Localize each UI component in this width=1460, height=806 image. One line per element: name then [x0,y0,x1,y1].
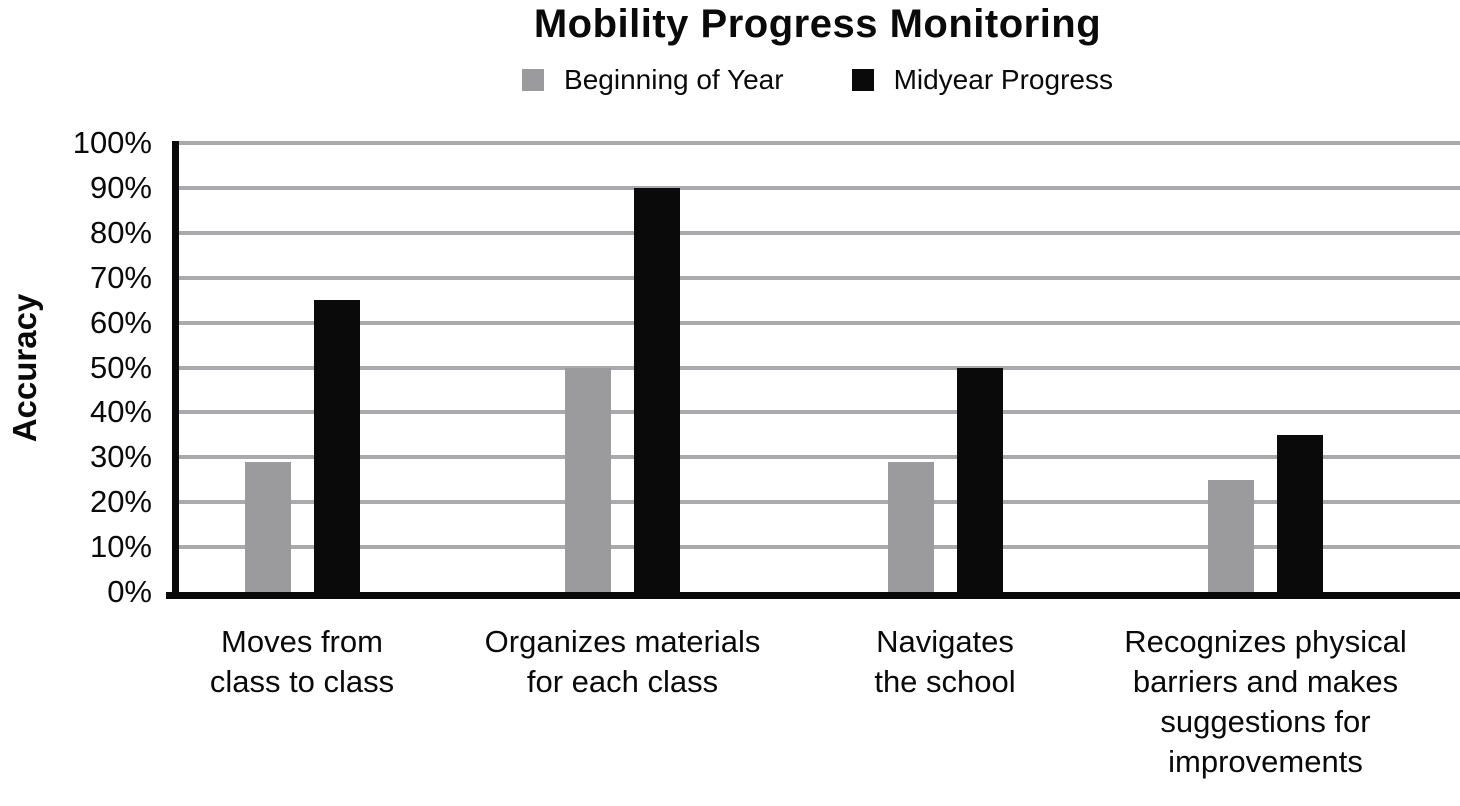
category-label-0: Moves from class to class [209,624,395,699]
gridline-70 [175,275,1460,280]
category-label-3: Recognizes physical barriers and makes s… [1124,624,1407,779]
legend-label-midyear-progress: Midyear Progress [893,64,1113,95]
gridline-60 [175,320,1460,325]
gridline-20 [175,500,1460,505]
legend-swatch-beginning-of-year [522,69,545,91]
y-tick-label-0: 0% [107,574,152,609]
gridline-50 [175,365,1460,370]
bar-series0-cat0 [244,461,291,592]
bar-series1-cat0 [313,300,360,592]
legend-item-beginning-of-year: Beginning of Year [522,64,784,96]
x-axis-line [166,592,1460,599]
bar-series0-cat3 [1208,479,1254,592]
gridline-90 [175,185,1460,190]
y-tick-label-30: 30% [89,439,152,475]
y-tick-label-100: 100% [72,125,152,160]
y-tick-label-70: 70% [89,259,152,295]
bar-series1-cat2 [956,367,1003,592]
y-tick-label-20: 20% [89,484,152,520]
legend: Beginning of Year Midyear Progress [175,64,1460,96]
bar-series1-cat3 [1277,434,1323,592]
y-tick-label-90: 90% [89,169,152,205]
y-tick-label-10: 10% [89,529,152,565]
legend-swatch-midyear-progress [851,69,874,91]
gridline-40 [175,410,1460,415]
chart-title: Mobility Progress Monitoring [533,2,1102,46]
category-label-2: Navigates the school [874,624,1016,699]
y-tick-label-50: 50% [89,349,152,385]
bar-series1-cat1 [634,187,680,592]
legend-label-beginning-of-year: Beginning of Year [564,64,784,95]
category-label-1: Organizes materials for each class [484,624,761,699]
legend-item-midyear-progress: Midyear Progress [851,64,1113,96]
gridline-30 [175,455,1460,460]
y-tick-label-40: 40% [89,394,152,430]
y-tick-label-60: 60% [89,304,152,340]
y-axis-line [172,141,179,598]
gridline-10 [175,545,1460,550]
gridline-80 [175,230,1460,235]
y-tick-label-80: 80% [89,214,152,250]
gridline-100 [175,141,1460,145]
bar-series0-cat2 [887,461,934,592]
bar-series0-cat1 [565,367,611,592]
